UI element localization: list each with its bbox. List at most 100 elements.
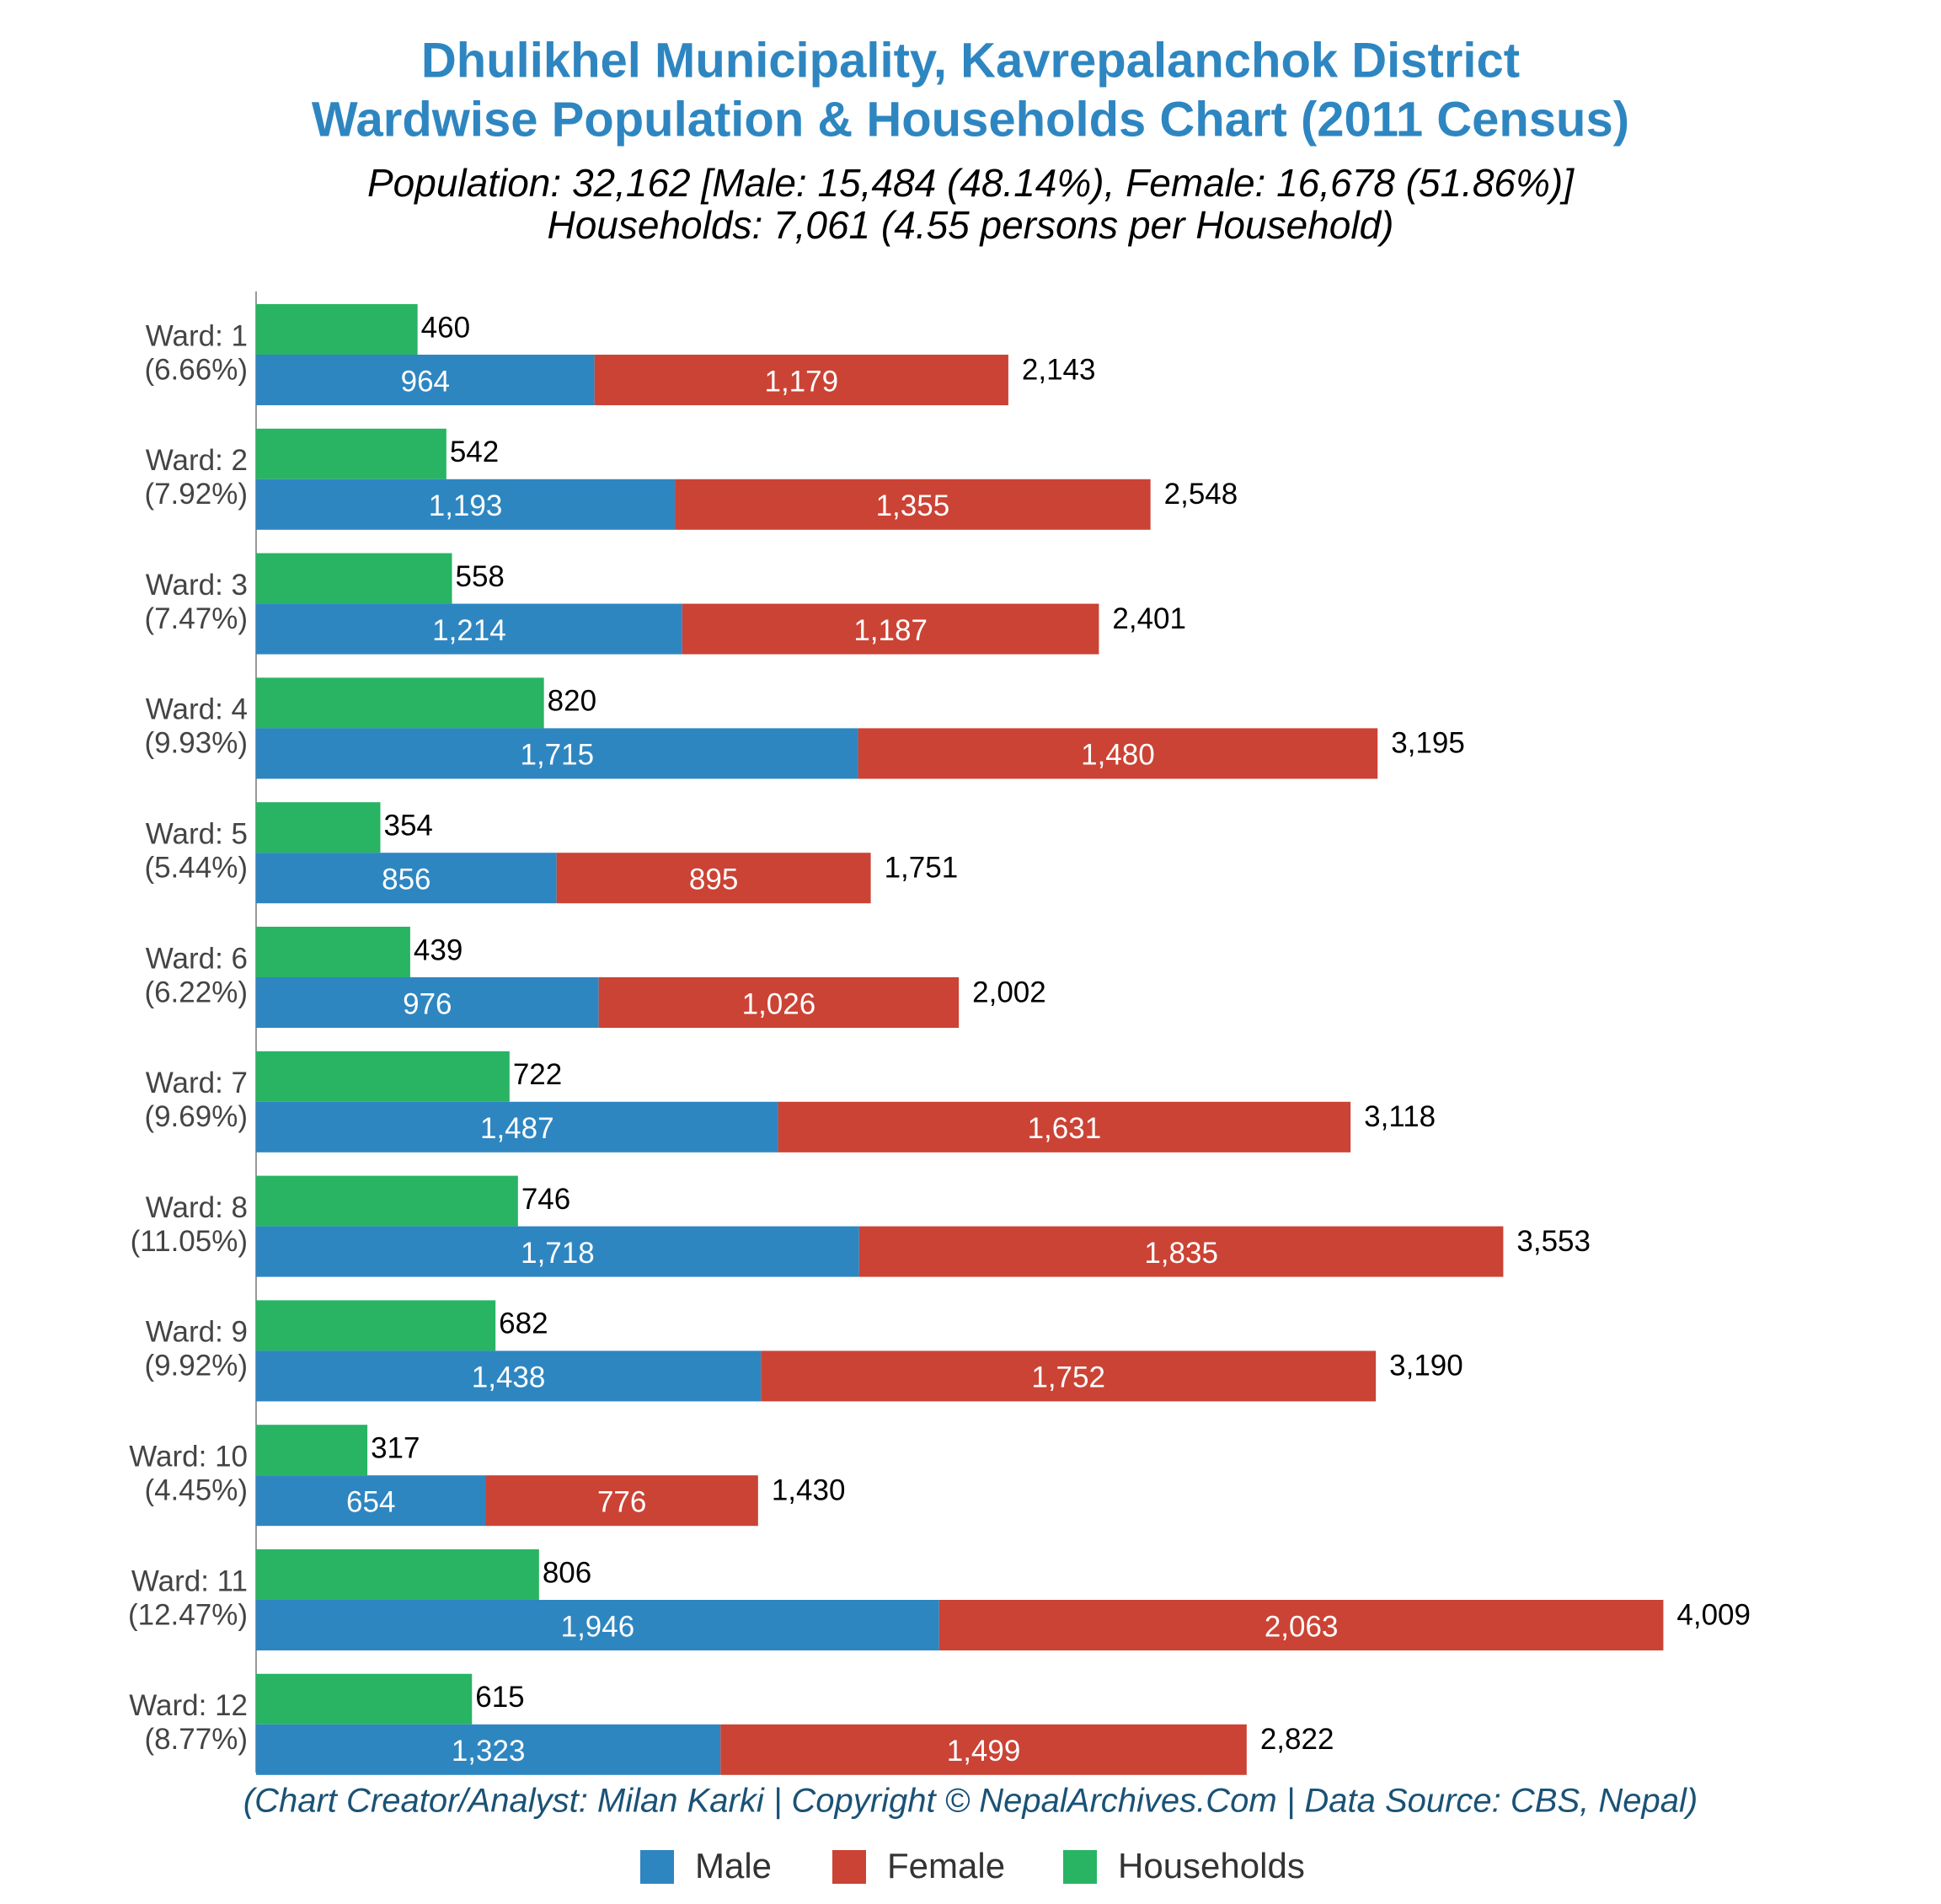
household-bar xyxy=(256,677,544,729)
chart-subtitle: Population: 32,162 [Male: 15,484 (48.14%… xyxy=(367,161,1575,205)
data-label: 722 xyxy=(513,1058,562,1091)
data-label: 1,946 xyxy=(561,1610,635,1643)
y-tick-label: (7.47%) xyxy=(144,602,248,635)
household-bar xyxy=(256,1673,473,1725)
total-label: 2,822 xyxy=(1260,1723,1334,1756)
household-bar xyxy=(256,304,418,355)
y-tick-label: Ward: 2 xyxy=(146,444,248,477)
total-label: 4,009 xyxy=(1676,1598,1751,1631)
household-bar xyxy=(256,428,446,479)
chart-subtitle: Households: 7,061 (4.55 persons per Hous… xyxy=(548,203,1394,247)
data-label: 1,214 xyxy=(432,614,506,647)
population-bar xyxy=(256,1600,939,1650)
total-label: 3,190 xyxy=(1389,1350,1463,1383)
data-label: 1,631 xyxy=(1028,1112,1102,1145)
data-label: 2,063 xyxy=(1265,1610,1339,1643)
population-bar xyxy=(778,1101,1351,1153)
population-bar xyxy=(256,479,676,530)
population-bar xyxy=(675,479,1151,530)
total-label: 2,143 xyxy=(1022,353,1096,386)
chart-title: Wardwise Population & Households Chart (… xyxy=(312,92,1629,147)
y-tick-label: (9.92%) xyxy=(144,1350,248,1383)
y-tick-label: (12.47%) xyxy=(128,1598,248,1631)
total-label: 2,548 xyxy=(1164,478,1238,511)
population-bar xyxy=(256,1101,778,1153)
chart-title: Dhulikhel Municipality, Kavrepalanchok D… xyxy=(421,33,1520,88)
household-bar xyxy=(256,1300,496,1351)
y-tick-label: (9.93%) xyxy=(144,727,248,760)
household-bar xyxy=(256,1051,510,1102)
y-tick-label: Ward: 4 xyxy=(146,693,248,726)
population-bar xyxy=(485,1475,758,1527)
total-label: 1,430 xyxy=(772,1473,846,1506)
data-label: 682 xyxy=(499,1308,548,1340)
population-bar xyxy=(682,603,1099,655)
y-tick-label: Ward: 9 xyxy=(146,1316,248,1349)
data-label: 820 xyxy=(548,685,596,718)
population-bar xyxy=(256,1226,859,1277)
y-tick-label: (9.69%) xyxy=(144,1100,248,1133)
data-label: 1,752 xyxy=(1031,1361,1105,1394)
population-bar xyxy=(256,728,858,779)
data-label: 1,187 xyxy=(853,614,928,647)
population-bar xyxy=(256,977,599,1028)
legend-label: Male xyxy=(695,1846,772,1885)
household-bar xyxy=(256,927,410,977)
data-label: 1,487 xyxy=(480,1112,554,1145)
data-label: 1,026 xyxy=(742,987,816,1020)
data-label: 654 xyxy=(346,1485,395,1518)
legend-swatch xyxy=(832,1850,866,1884)
population-bar xyxy=(256,355,595,405)
data-label: 1,835 xyxy=(1144,1237,1218,1270)
total-label: 2,002 xyxy=(972,976,1046,1008)
legend-swatch xyxy=(1063,1850,1097,1884)
population-bar xyxy=(256,603,682,655)
legend-label: Households xyxy=(1118,1846,1305,1885)
data-label: 1,193 xyxy=(429,489,503,522)
data-label: 1,323 xyxy=(452,1735,526,1768)
data-label: 615 xyxy=(475,1681,524,1714)
data-label: 1,179 xyxy=(764,365,838,398)
y-tick-label: Ward: 10 xyxy=(129,1440,248,1473)
y-tick-label: Ward: 7 xyxy=(146,1067,248,1099)
y-tick-label: (6.22%) xyxy=(144,976,248,1008)
population-bar xyxy=(598,977,960,1028)
y-tick-label: Ward: 12 xyxy=(129,1689,248,1722)
data-label: 1,718 xyxy=(521,1237,595,1270)
legend-label: Female xyxy=(887,1846,1005,1885)
population-bar xyxy=(256,1724,721,1775)
household-bar xyxy=(256,553,452,604)
data-label: 776 xyxy=(597,1485,646,1518)
y-tick-label: Ward: 11 xyxy=(131,1564,248,1597)
data-label: 895 xyxy=(689,863,738,896)
data-label: 856 xyxy=(382,863,430,896)
population-bar xyxy=(594,355,1008,405)
population-bar xyxy=(256,1475,486,1527)
total-label: 3,553 xyxy=(1516,1225,1591,1258)
y-tick-label: Ward: 3 xyxy=(146,569,248,602)
y-tick-label: (11.05%) xyxy=(131,1225,248,1258)
y-tick-label: (5.44%) xyxy=(144,851,248,884)
total-label: 1,751 xyxy=(885,851,959,884)
y-tick-label: (8.77%) xyxy=(144,1723,248,1756)
population-bar xyxy=(556,853,871,904)
household-bar xyxy=(256,1425,368,1476)
household-bar xyxy=(256,1175,518,1227)
data-label: 1,438 xyxy=(472,1361,546,1394)
data-label: 317 xyxy=(371,1431,420,1464)
y-tick-label: Ward: 1 xyxy=(146,319,248,352)
y-tick-label: Ward: 8 xyxy=(146,1191,248,1224)
total-label: 3,195 xyxy=(1391,727,1465,760)
population-bar xyxy=(858,728,1378,779)
data-label: 1,715 xyxy=(520,739,594,772)
footer: (Chart Creator/Analyst: Milan Karki | Co… xyxy=(243,1783,1698,1820)
data-label: 542 xyxy=(450,436,499,468)
data-label: 1,480 xyxy=(1081,739,1155,772)
population-bar xyxy=(761,1350,1377,1402)
data-label: 1,499 xyxy=(947,1735,1021,1768)
data-label: 746 xyxy=(521,1183,570,1216)
household-bar xyxy=(256,802,381,853)
y-tick-label: (6.66%) xyxy=(144,353,248,386)
population-bar xyxy=(858,1226,1504,1277)
